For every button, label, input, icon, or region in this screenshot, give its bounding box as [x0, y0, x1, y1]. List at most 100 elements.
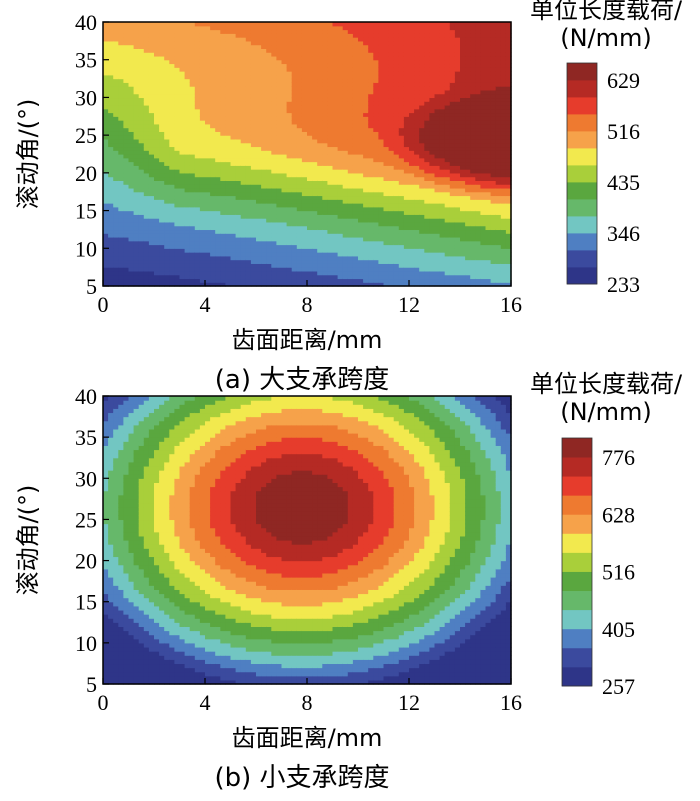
- contour-cell: [291, 278, 298, 283]
- contour-cell: [271, 131, 277, 136]
- contour-cell: [414, 214, 420, 219]
- contour-cell: [276, 22, 283, 27]
- contour-cell: [291, 123, 298, 129]
- contour-cell: [245, 67, 252, 72]
- contour-cell: [179, 33, 186, 38]
- contour-cell: [383, 195, 390, 200]
- contour-cell: [429, 225, 436, 231]
- contour-cell: [327, 191, 334, 197]
- contour-cell: [220, 150, 226, 155]
- contour-cell: [398, 22, 405, 27]
- contour-cell: [352, 180, 359, 185]
- contour-cell: [296, 154, 303, 159]
- contour-cell: [230, 259, 237, 264]
- contour-cell: [235, 104, 242, 110]
- contour-cell: [123, 150, 130, 155]
- contour-cell: [128, 270, 135, 276]
- contour-cell: [230, 104, 237, 110]
- contour-cell: [271, 263, 277, 268]
- contour-cell: [307, 22, 313, 27]
- contour-cell: [312, 221, 318, 227]
- contour-cell: [398, 135, 405, 140]
- contour-cell: [383, 71, 390, 76]
- contour-cell: [327, 116, 334, 121]
- contour-cell: [220, 274, 226, 280]
- contour-cell: [363, 29, 369, 34]
- contour-cell: [409, 274, 415, 280]
- contour-cell: [291, 180, 298, 185]
- contour-cell: [230, 52, 237, 57]
- contour-cell: [138, 233, 145, 238]
- contour-cell: [434, 67, 441, 72]
- contour-cell: [327, 240, 334, 246]
- contour-cell: [454, 274, 461, 280]
- contour-cell: [128, 150, 135, 155]
- contour-cell: [225, 52, 232, 57]
- contour-cell: [296, 180, 303, 185]
- contour-cell: [296, 282, 303, 287]
- contour-cell: [409, 157, 415, 163]
- contour-cell: [159, 210, 165, 215]
- contour-cell: [179, 165, 186, 170]
- contour-cell: [256, 33, 262, 38]
- contour-cell: [291, 218, 298, 223]
- contour-cell: [220, 267, 226, 272]
- contour-cell: [368, 101, 374, 106]
- contour-cell: [148, 221, 155, 227]
- contour-cell: [403, 40, 410, 46]
- contour-cell: [225, 78, 232, 83]
- contour-cell: [154, 270, 160, 276]
- contour-cell: [103, 112, 109, 117]
- contour-cell: [358, 248, 364, 253]
- contour-cell: [368, 112, 374, 117]
- contour-cell: [194, 93, 201, 99]
- contour-cell: [286, 40, 293, 46]
- contour-cell: [281, 225, 288, 231]
- contour-cell: [174, 146, 181, 151]
- contour-cell: [240, 157, 247, 163]
- contour-cell: [429, 282, 436, 287]
- contour-cell: [388, 165, 395, 170]
- contour-cell: [174, 29, 181, 34]
- contour-cell: [199, 184, 206, 189]
- contour-cell: [424, 255, 430, 261]
- contour-cell: [296, 82, 303, 87]
- contour-cell: [337, 40, 344, 46]
- contour-cell: [352, 169, 359, 174]
- contour-cell: [245, 248, 252, 253]
- contour-cell: [281, 131, 288, 136]
- contour-cell: [210, 120, 216, 125]
- contour-cell: [444, 135, 451, 140]
- contour-cell: [460, 146, 466, 151]
- contour-cell: [143, 259, 150, 264]
- contour-cell: [143, 157, 150, 163]
- contour-cell: [199, 172, 206, 178]
- contour-cell: [434, 165, 441, 170]
- contour-cell: [235, 22, 242, 27]
- contour-cell: [108, 116, 114, 121]
- contour-cell: [225, 248, 232, 253]
- contour-cell: [307, 135, 313, 140]
- contour-cell: [164, 278, 170, 283]
- contour-cell: [291, 55, 298, 61]
- contour-cell: [327, 236, 334, 242]
- contour-cell: [424, 59, 430, 65]
- contour-cell: [230, 157, 237, 163]
- contour-cell: [199, 225, 206, 231]
- contour-cell: [108, 146, 114, 151]
- contour-cell: [347, 120, 354, 125]
- contour-cell: [434, 210, 441, 215]
- contour-cell: [337, 214, 344, 219]
- contour-cell: [148, 138, 155, 144]
- contour-cell: [133, 74, 140, 80]
- contour-cell: [189, 101, 196, 106]
- contour-cell: [179, 161, 186, 166]
- contour-cell: [317, 225, 323, 231]
- contour-cell: [403, 142, 410, 148]
- contour-cell: [240, 82, 247, 87]
- contour-cell: [199, 278, 206, 283]
- contour-cell: [215, 108, 221, 114]
- contour-cell: [332, 278, 339, 283]
- contour-cell: [250, 184, 257, 189]
- contour-cell: [301, 161, 308, 166]
